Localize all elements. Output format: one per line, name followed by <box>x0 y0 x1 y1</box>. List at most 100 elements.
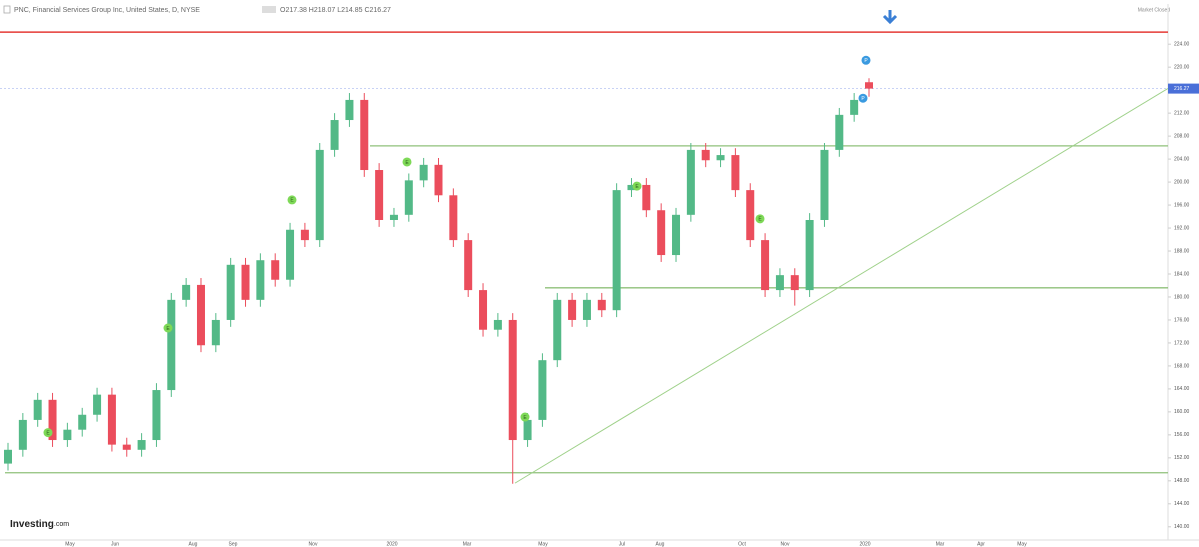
brand-name: Investing <box>10 519 54 530</box>
y-tick-label: 188.00 <box>1174 248 1190 254</box>
event-dot <box>520 412 530 422</box>
y-tick-label: 212.00 <box>1174 110 1190 116</box>
candle-body <box>865 82 873 89</box>
event-label: E <box>758 217 762 223</box>
header-icon <box>3 5 11 14</box>
event-marker: E <box>520 412 530 422</box>
y-tick-label: 140.00 <box>1174 524 1190 530</box>
x-tick-label: May <box>65 541 75 547</box>
candle-body <box>93 394 102 415</box>
event-marker: P <box>858 93 868 103</box>
x-tick-label: Aug <box>189 541 198 547</box>
candle-body <box>137 440 146 450</box>
candle-body <box>523 419 532 441</box>
candle-body <box>746 190 755 241</box>
y-tick-label: 164.00 <box>1174 386 1190 392</box>
x-tick-label: Jul <box>619 541 625 547</box>
event-label: E <box>523 415 527 421</box>
event-dot <box>402 157 412 167</box>
price-tag-label: 216.27 <box>1174 86 1190 92</box>
event-label: E <box>290 198 294 204</box>
candle-body <box>731 155 740 191</box>
candle-body <box>820 149 829 220</box>
candle-body <box>345 99 354 121</box>
candle-body <box>850 99 859 115</box>
candle-body <box>375 170 384 220</box>
header-button[interactable] <box>262 6 276 13</box>
y-tick-label: 160.00 <box>1174 409 1190 415</box>
candle-body <box>256 260 265 300</box>
x-tick-label: Sep <box>229 541 238 547</box>
candle-body <box>107 394 116 445</box>
event-marker: E <box>43 428 53 438</box>
candle-body <box>419 164 428 181</box>
x-tick-label: Apr <box>977 541 985 547</box>
candle-body <box>672 214 681 256</box>
event-dot <box>43 428 53 438</box>
candle-body <box>211 319 220 346</box>
candle-body <box>612 190 621 311</box>
y-tick-label: 168.00 <box>1174 363 1190 369</box>
candle-body <box>152 390 161 441</box>
candle-body <box>300 229 309 241</box>
x-tick-label: Mar <box>463 541 472 547</box>
x-tick-label: 2020 <box>859 541 870 547</box>
market-status: Market Closed <box>1138 7 1170 13</box>
candle-body <box>389 214 398 220</box>
candle-body <box>4 449 12 464</box>
candle-body <box>568 299 577 320</box>
candle-body <box>642 184 651 211</box>
x-tick-label: Aug <box>656 541 665 547</box>
event-marker: E <box>402 157 412 167</box>
brand-suffix: .com <box>54 521 69 528</box>
candle-body <box>78 414 87 430</box>
y-tick-label: 224.00 <box>1174 42 1190 48</box>
candle-body <box>538 360 547 420</box>
y-tick-label: 156.00 <box>1174 432 1190 438</box>
event-label: E <box>46 430 50 436</box>
candle-body <box>271 260 280 280</box>
trend-line <box>514 88 1169 484</box>
candle-body <box>790 275 799 291</box>
event-marker: E <box>287 195 297 205</box>
event-dot <box>163 323 173 333</box>
candle-body <box>122 444 131 450</box>
candle-body <box>835 114 844 150</box>
event-marker: E <box>632 181 642 191</box>
ohlc-text: O217.38 H218.07 L214.85 C216.27 <box>280 7 391 14</box>
candle-body <box>686 149 695 215</box>
candle-body <box>434 164 443 196</box>
candle-body <box>449 195 458 241</box>
y-tick-label: 148.00 <box>1174 478 1190 484</box>
event-marker: P <box>861 55 871 65</box>
event-dot <box>858 93 868 103</box>
y-tick-label: 180.00 <box>1174 294 1190 300</box>
event-dot <box>755 214 765 224</box>
candle-body <box>404 180 413 215</box>
event-dot <box>632 181 642 191</box>
brand: Investing.com <box>10 519 69 530</box>
candle-body <box>761 240 770 291</box>
candle-body <box>226 264 235 320</box>
candle-body <box>716 155 725 161</box>
x-tick-label: May <box>538 541 548 547</box>
candle-body <box>493 319 502 330</box>
candle-body <box>33 399 42 420</box>
arrow-icon <box>882 10 898 25</box>
x-tick-label: Nov <box>781 541 790 547</box>
y-tick-label: 204.00 <box>1174 156 1190 162</box>
candle-body <box>701 149 710 161</box>
candle-body <box>627 184 636 191</box>
event-label: P <box>864 58 868 64</box>
candle-body <box>330 120 339 150</box>
event-marker: E <box>755 214 765 224</box>
x-tick-label: Nov <box>309 541 318 547</box>
chart-title: PNC, Financial Services Group Inc, Unite… <box>14 7 200 14</box>
price-tag <box>1168 83 1199 94</box>
candle-body <box>464 240 473 291</box>
y-tick-label: 196.00 <box>1174 202 1190 208</box>
event-label: E <box>166 326 170 332</box>
event-dot <box>287 195 297 205</box>
